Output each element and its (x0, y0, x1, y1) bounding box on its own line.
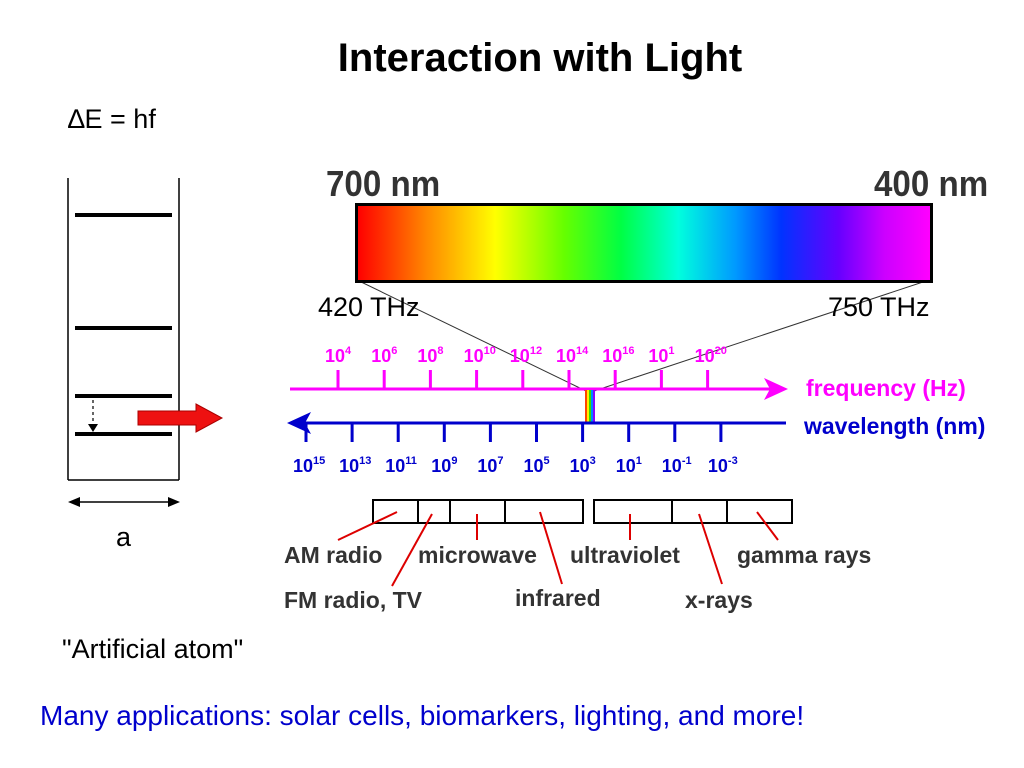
photon-arrow (137, 403, 224, 433)
quantum-well (67, 178, 224, 507)
energy-equation: ∆E = hf (68, 104, 156, 134)
band-label-x-rays: x-rays (685, 587, 753, 613)
frequency-tick-label: 1010 (464, 345, 496, 366)
band-box-gamma-rays (726, 499, 793, 524)
well-width-label: a (116, 522, 132, 552)
band-box-x-rays (671, 499, 728, 524)
frequency-axis-label: frequency (Hz) (806, 375, 966, 401)
wavelength-tick-label: 1015 (293, 455, 325, 476)
width-arrow-right-head (168, 497, 180, 507)
frequency-tick-label: 108 (417, 345, 443, 366)
frequency-tick-label: 1012 (510, 345, 542, 366)
pointer-am-radio (337, 511, 398, 541)
pointer-infrared (539, 511, 563, 585)
wavelength-tick-label: 107 (477, 455, 503, 476)
width-arrow-left-head (68, 497, 80, 507)
footer-applications: Many applications: solar cells, biomarke… (40, 700, 805, 731)
frequency-tick-label: 1014 (556, 345, 589, 366)
band-label-fm-radio: FM radio, TV (284, 587, 423, 613)
pointer-fm-radio (391, 513, 433, 587)
wavelength-tick-label: 105 (524, 455, 550, 476)
frequency-right-label: 750 THz (828, 292, 930, 322)
band-label-gamma-rays: gamma rays (737, 542, 871, 568)
wavelength-left-label: 700 nm (326, 163, 441, 204)
wavelength-tick-label: 10-3 (708, 455, 738, 476)
wavelength-tick-label: 10-1 (662, 455, 692, 476)
wavelength-axis-label: wavelength (nm) (803, 413, 985, 439)
frequency-axis: 104 106 108 1010 1012 1014 1016 101 1020 (290, 345, 788, 400)
wavelength-tick-label: 109 (431, 455, 457, 476)
artificial-atom-caption: "Artificial atom" (62, 634, 244, 664)
wavelength-tick-label: 1011 (385, 455, 417, 476)
frequency-tick-label: 106 (371, 345, 397, 366)
band-label-ultraviolet: ultraviolet (570, 542, 680, 568)
wavelength-right-label: 400 nm (874, 163, 989, 204)
pointer-gamma-rays (756, 511, 779, 541)
frequency-left-label: 420 THz (318, 292, 420, 322)
wavelength-tick-label: 1013 (339, 455, 371, 476)
visible-spectrum-bar (355, 203, 933, 283)
band-label-infrared: infrared (515, 585, 601, 611)
transition-arrow-head (88, 424, 98, 432)
band-label-am-radio: AM radio (284, 542, 382, 568)
band-pointers (337, 511, 779, 587)
page-title: Interaction with Light (337, 36, 743, 80)
pointer-x-rays (698, 513, 723, 585)
wavelength-tick-label: 101 (616, 455, 642, 476)
zoom-line-left (356, 279, 587, 392)
band-box-infrared (504, 499, 584, 524)
frequency-tick-label: 101 (648, 345, 674, 366)
band-boxes (372, 499, 793, 524)
zoom-line-right (593, 279, 930, 392)
wavelength-tick-label: 103 (570, 455, 596, 476)
frequency-tick-label: 1020 (695, 345, 727, 366)
frequency-tick-label: 104 (325, 345, 352, 366)
frequency-axis-arrowhead (764, 378, 788, 400)
band-box-fm-radio (417, 499, 451, 524)
band-label-microwave: microwave (418, 542, 537, 568)
band-box-ultraviolet (593, 499, 673, 524)
wavelength-axis: 1015 1013 1011 109 107 105 103 101 10-1 10-3 (287, 412, 786, 476)
visible-band (585, 390, 595, 422)
frequency-tick-label: 1016 (602, 345, 634, 366)
